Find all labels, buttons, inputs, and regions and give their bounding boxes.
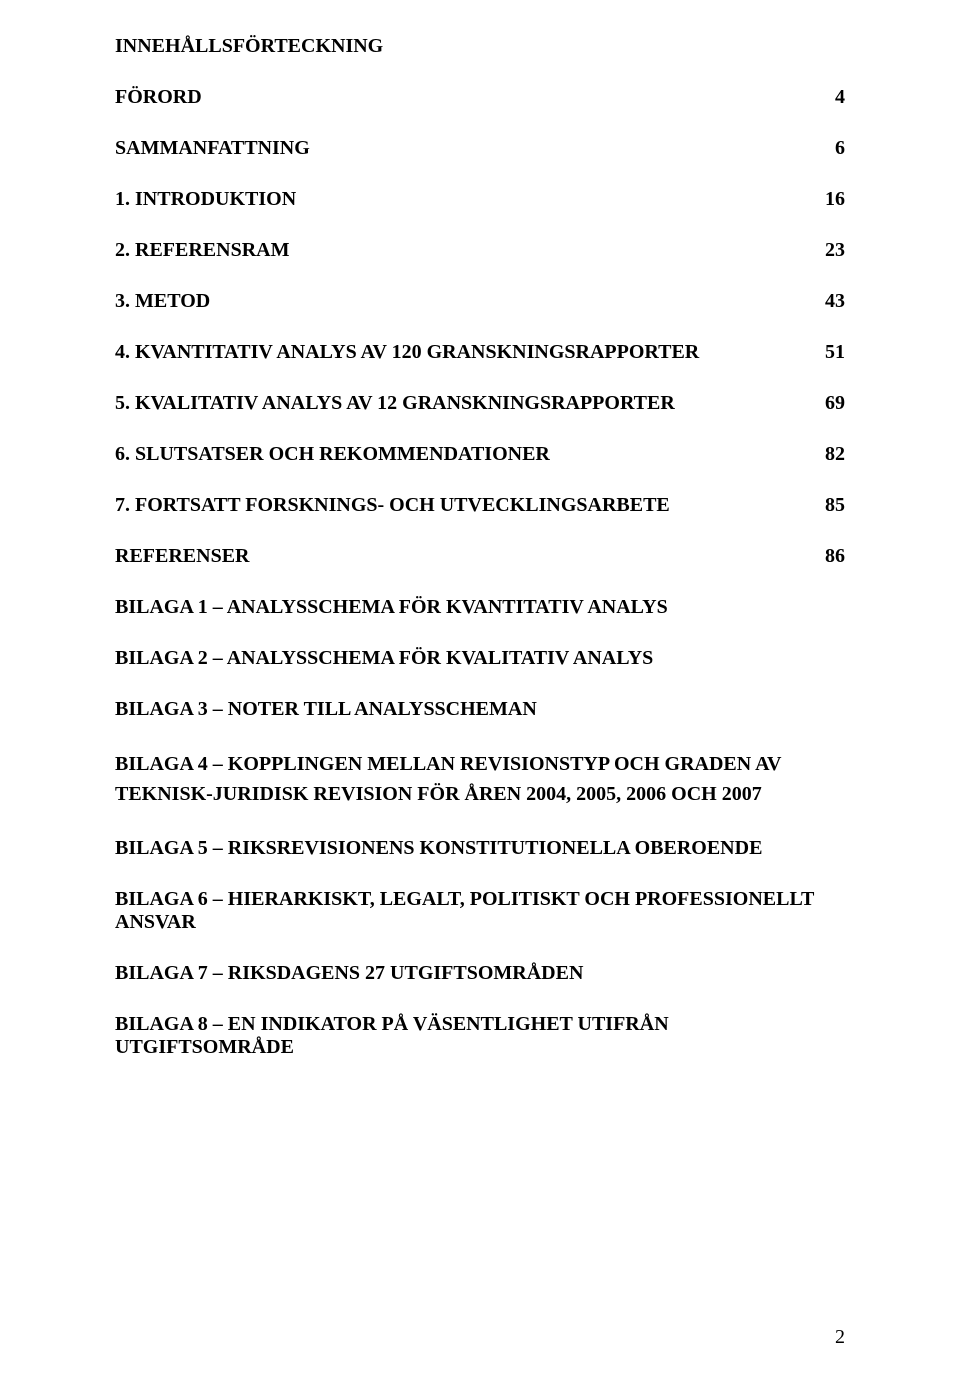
toc-entry-page: 4 [815,86,845,109]
page-number: 2 [835,1326,845,1349]
toc-entry: REFERENSER 86 [115,545,845,568]
toc-title: INNEHÅLLSFÖRTECKNING [115,35,845,58]
toc-appendix-entry: BILAGA 2 – ANALYSSCHEMA FÖR KVALITATIV A… [115,647,845,670]
toc-entry-page: 82 [815,443,845,466]
toc-entry-label: 4. KVANTITATIV ANALYS AV 120 GRANSKNINGS… [115,341,785,364]
toc-entry: FÖRORD 4 [115,86,845,109]
toc-entry-page: 23 [815,239,845,262]
toc-appendix-entry: BILAGA 4 – KOPPLINGEN MELLAN REVISIONSTY… [115,749,845,809]
toc-entry-page: 86 [815,545,845,568]
toc-entry-page: 16 [815,188,845,211]
toc-appendix-entry: BILAGA 1 – ANALYSSCHEMA FÖR KVANTITATIV … [115,596,845,619]
toc-entry-page: 43 [815,290,845,313]
toc-appendix-entry: BILAGA 3 – NOTER TILL ANALYSSCHEMAN [115,698,845,721]
toc-entry: 3. METOD 43 [115,290,845,313]
toc-entry-label: 6. SLUTSATSER OCH REKOMMENDATIONER [115,443,785,466]
toc-entry-label: 7. FORTSATT FORSKNINGS- OCH UTVECKLINGSA… [115,494,785,517]
toc-entry: 6. SLUTSATSER OCH REKOMMENDATIONER 82 [115,443,845,466]
toc-entry-label: FÖRORD [115,86,785,109]
toc-appendix-entry: BILAGA 8 – EN INDIKATOR PÅ VÄSENTLIGHET … [115,1013,845,1059]
toc-entry: 5. KVALITATIV ANALYS AV 12 GRANSKNINGSRA… [115,392,845,415]
toc-entry-label: 5. KVALITATIV ANALYS AV 12 GRANSKNINGSRA… [115,392,785,415]
toc-appendix-entry: BILAGA 5 – RIKSREVISIONENS KONSTITUTIONE… [115,837,845,860]
toc-entry: 1. INTRODUKTION 16 [115,188,845,211]
toc-entry-page: 51 [815,341,845,364]
toc-entry: SAMMANFATTNING 6 [115,137,845,160]
toc-entry-page: 6 [815,137,845,160]
toc-appendix-entry: BILAGA 6 – HIERARKISKT, LEGALT, POLITISK… [115,888,845,934]
toc-entry-label: 2. REFERENSRAM [115,239,785,262]
toc-entry: 7. FORTSATT FORSKNINGS- OCH UTVECKLINGSA… [115,494,845,517]
toc-entry-label: REFERENSER [115,545,785,568]
toc-entry: 2. REFERENSRAM 23 [115,239,845,262]
toc-entry-page: 85 [815,494,845,517]
toc-entry-page: 69 [815,392,845,415]
toc-entry-label: 3. METOD [115,290,785,313]
toc-appendix-entry: BILAGA 7 – RIKSDAGENS 27 UTGIFTSOMRÅDEN [115,962,845,985]
toc-entry-label: 1. INTRODUKTION [115,188,785,211]
toc-entry: 4. KVANTITATIV ANALYS AV 120 GRANSKNINGS… [115,341,845,364]
toc-entry-label: SAMMANFATTNING [115,137,785,160]
